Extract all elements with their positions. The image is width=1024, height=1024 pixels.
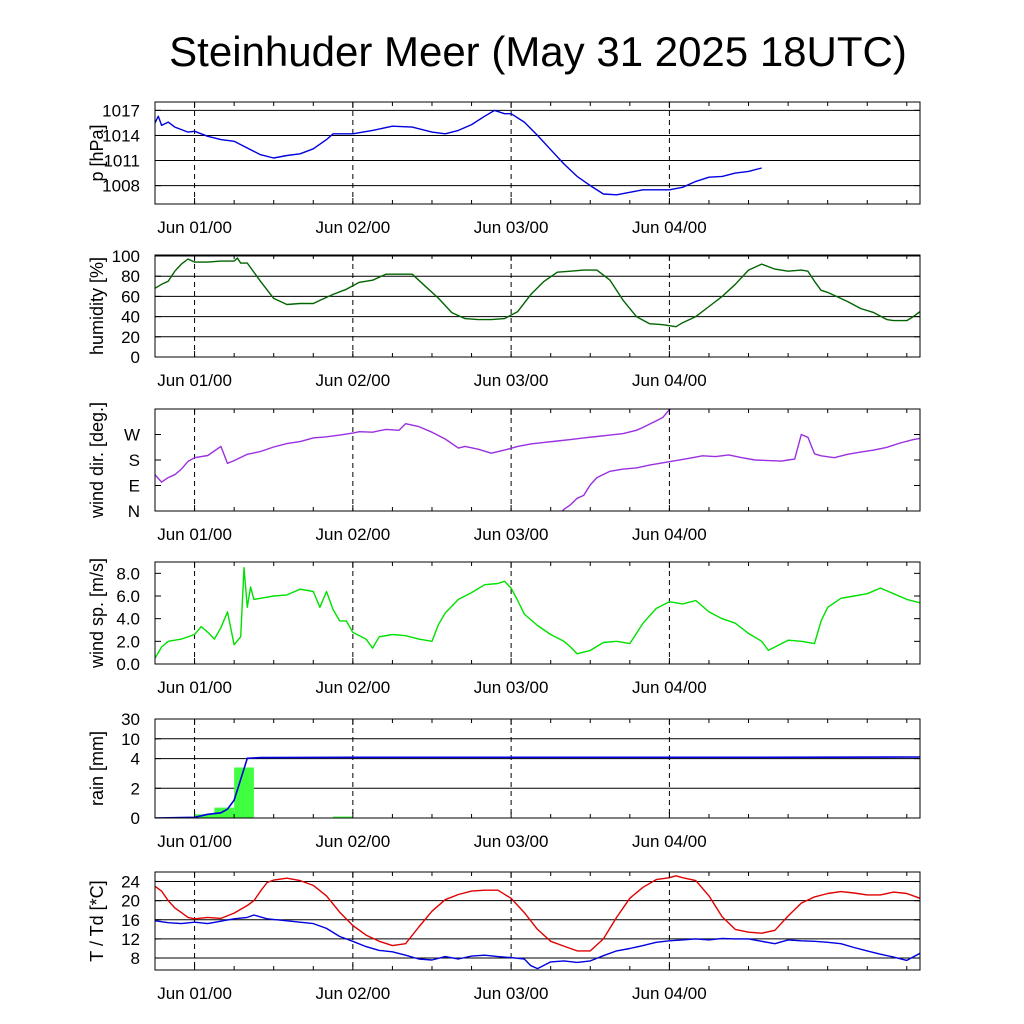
y-axis-label: wind sp. [m/s] bbox=[87, 558, 107, 669]
panel-4: 8.0 6.0 4.0 2.0 0.0 Jun 01/00 Jun 02/00 Jun 03/… bbox=[87, 558, 921, 697]
y-tick-label: S bbox=[129, 451, 140, 470]
y-tick-label: E bbox=[129, 477, 140, 496]
y-tick-label: 0 bbox=[131, 348, 140, 367]
x-tick-label: Jun 01/00 bbox=[157, 218, 232, 237]
chart-title: Steinhuder Meer (May 31 2025 18UTC) bbox=[169, 28, 907, 75]
y-tick-label: 100 bbox=[112, 247, 140, 266]
y-tick-label: W bbox=[124, 426, 140, 445]
x-tick-label: Jun 04/00 bbox=[632, 371, 707, 390]
y-tick-label: 4 bbox=[131, 750, 140, 769]
y-axis-label: rain [mm] bbox=[87, 731, 107, 806]
series-line-1 bbox=[155, 409, 673, 483]
y-tick-label: 10 bbox=[121, 730, 140, 749]
x-tick-label: Jun 04/00 bbox=[632, 984, 707, 1003]
series-line-1 bbox=[155, 109, 762, 196]
x-tick-label: Jun 03/00 bbox=[474, 678, 549, 697]
y-tick-label: 0.0 bbox=[116, 655, 140, 674]
y-axis-label: T / Td [*C] bbox=[87, 880, 107, 961]
y-tick-label: 6.0 bbox=[116, 587, 140, 606]
panel-frame bbox=[154, 408, 921, 512]
y-tick-label: 16 bbox=[121, 911, 140, 930]
series-line-2 bbox=[561, 433, 920, 511]
y-tick-label: 4.0 bbox=[116, 610, 140, 629]
x-tick-label: Jun 01/00 bbox=[157, 371, 232, 390]
x-tick-label: Jun 03/00 bbox=[474, 218, 549, 237]
x-tick-label: Jun 04/00 bbox=[632, 832, 707, 851]
y-tick-label: N bbox=[128, 502, 140, 521]
x-tick-label: Jun 03/00 bbox=[474, 371, 549, 390]
series-line-1 bbox=[155, 257, 920, 328]
x-tick-label: Jun 03/00 bbox=[474, 832, 549, 851]
rain-bar bbox=[333, 816, 353, 818]
y-axis-label: wind dir. [deg.] bbox=[87, 402, 107, 519]
y-tick-label: 1011 bbox=[103, 152, 140, 171]
y-tick-label: 8.0 bbox=[116, 564, 140, 583]
x-tick-label: Jun 01/00 bbox=[157, 984, 232, 1003]
series-line-1 bbox=[155, 567, 920, 659]
y-axis-label: humidity [%] bbox=[87, 257, 107, 355]
y-tick-label: 24 bbox=[121, 873, 140, 892]
y-tick-label: 40 bbox=[121, 308, 140, 327]
y-tick-label: 12 bbox=[121, 930, 140, 949]
y-tick-label: 20 bbox=[121, 328, 140, 347]
rain-cumulative-line bbox=[155, 756, 920, 818]
x-tick-label: Jun 04/00 bbox=[632, 218, 707, 237]
series-line-td bbox=[155, 914, 920, 970]
x-tick-label: Jun 02/00 bbox=[316, 832, 391, 851]
x-tick-label: Jun 02/00 bbox=[316, 371, 391, 390]
rain-bar bbox=[194, 814, 215, 818]
x-tick-label: Jun 01/00 bbox=[157, 832, 232, 851]
x-tick-label: Jun 02/00 bbox=[316, 525, 391, 544]
y-tick-label: 20 bbox=[121, 892, 140, 911]
y-tick-label: 0 bbox=[131, 809, 140, 828]
y-tick-label: 2.0 bbox=[116, 632, 140, 651]
panel-frame bbox=[154, 718, 921, 819]
panel-frame bbox=[154, 871, 921, 971]
panel-frame bbox=[154, 101, 921, 205]
y-tick-label: 80 bbox=[121, 267, 140, 286]
y-tick-label: 1008 bbox=[102, 177, 140, 196]
x-tick-label: Jun 02/00 bbox=[316, 218, 391, 237]
y-tick-label: 1017 bbox=[102, 101, 140, 120]
x-tick-label: Jun 02/00 bbox=[316, 984, 391, 1003]
y-tick-label: 60 bbox=[121, 287, 140, 306]
y-tick-label: 30 bbox=[121, 710, 140, 729]
rain-bar bbox=[214, 807, 235, 818]
panel-frame bbox=[154, 561, 921, 665]
y-tick-label: 8 bbox=[131, 949, 140, 968]
y-tick-label: 1014 bbox=[102, 126, 140, 145]
y-axis-label: p [hPa] bbox=[87, 124, 107, 181]
series-line-t bbox=[155, 875, 920, 952]
x-tick-label: Jun 03/00 bbox=[474, 525, 549, 544]
x-tick-label: Jun 01/00 bbox=[157, 525, 232, 544]
rain-bar bbox=[234, 767, 254, 818]
x-tick-label: Jun 04/00 bbox=[632, 525, 707, 544]
x-tick-label: Jun 01/00 bbox=[157, 678, 232, 697]
x-tick-label: Jun 02/00 bbox=[316, 678, 391, 697]
y-tick-label: 2 bbox=[131, 779, 140, 798]
x-tick-label: Jun 03/00 bbox=[474, 984, 549, 1003]
x-tick-label: Jun 04/00 bbox=[632, 678, 707, 697]
panel-1: 1017 1014 1011 1008 Jun 01/00 Jun 02/00 Jun 03… bbox=[87, 101, 921, 237]
panel-frame bbox=[154, 254, 921, 358]
